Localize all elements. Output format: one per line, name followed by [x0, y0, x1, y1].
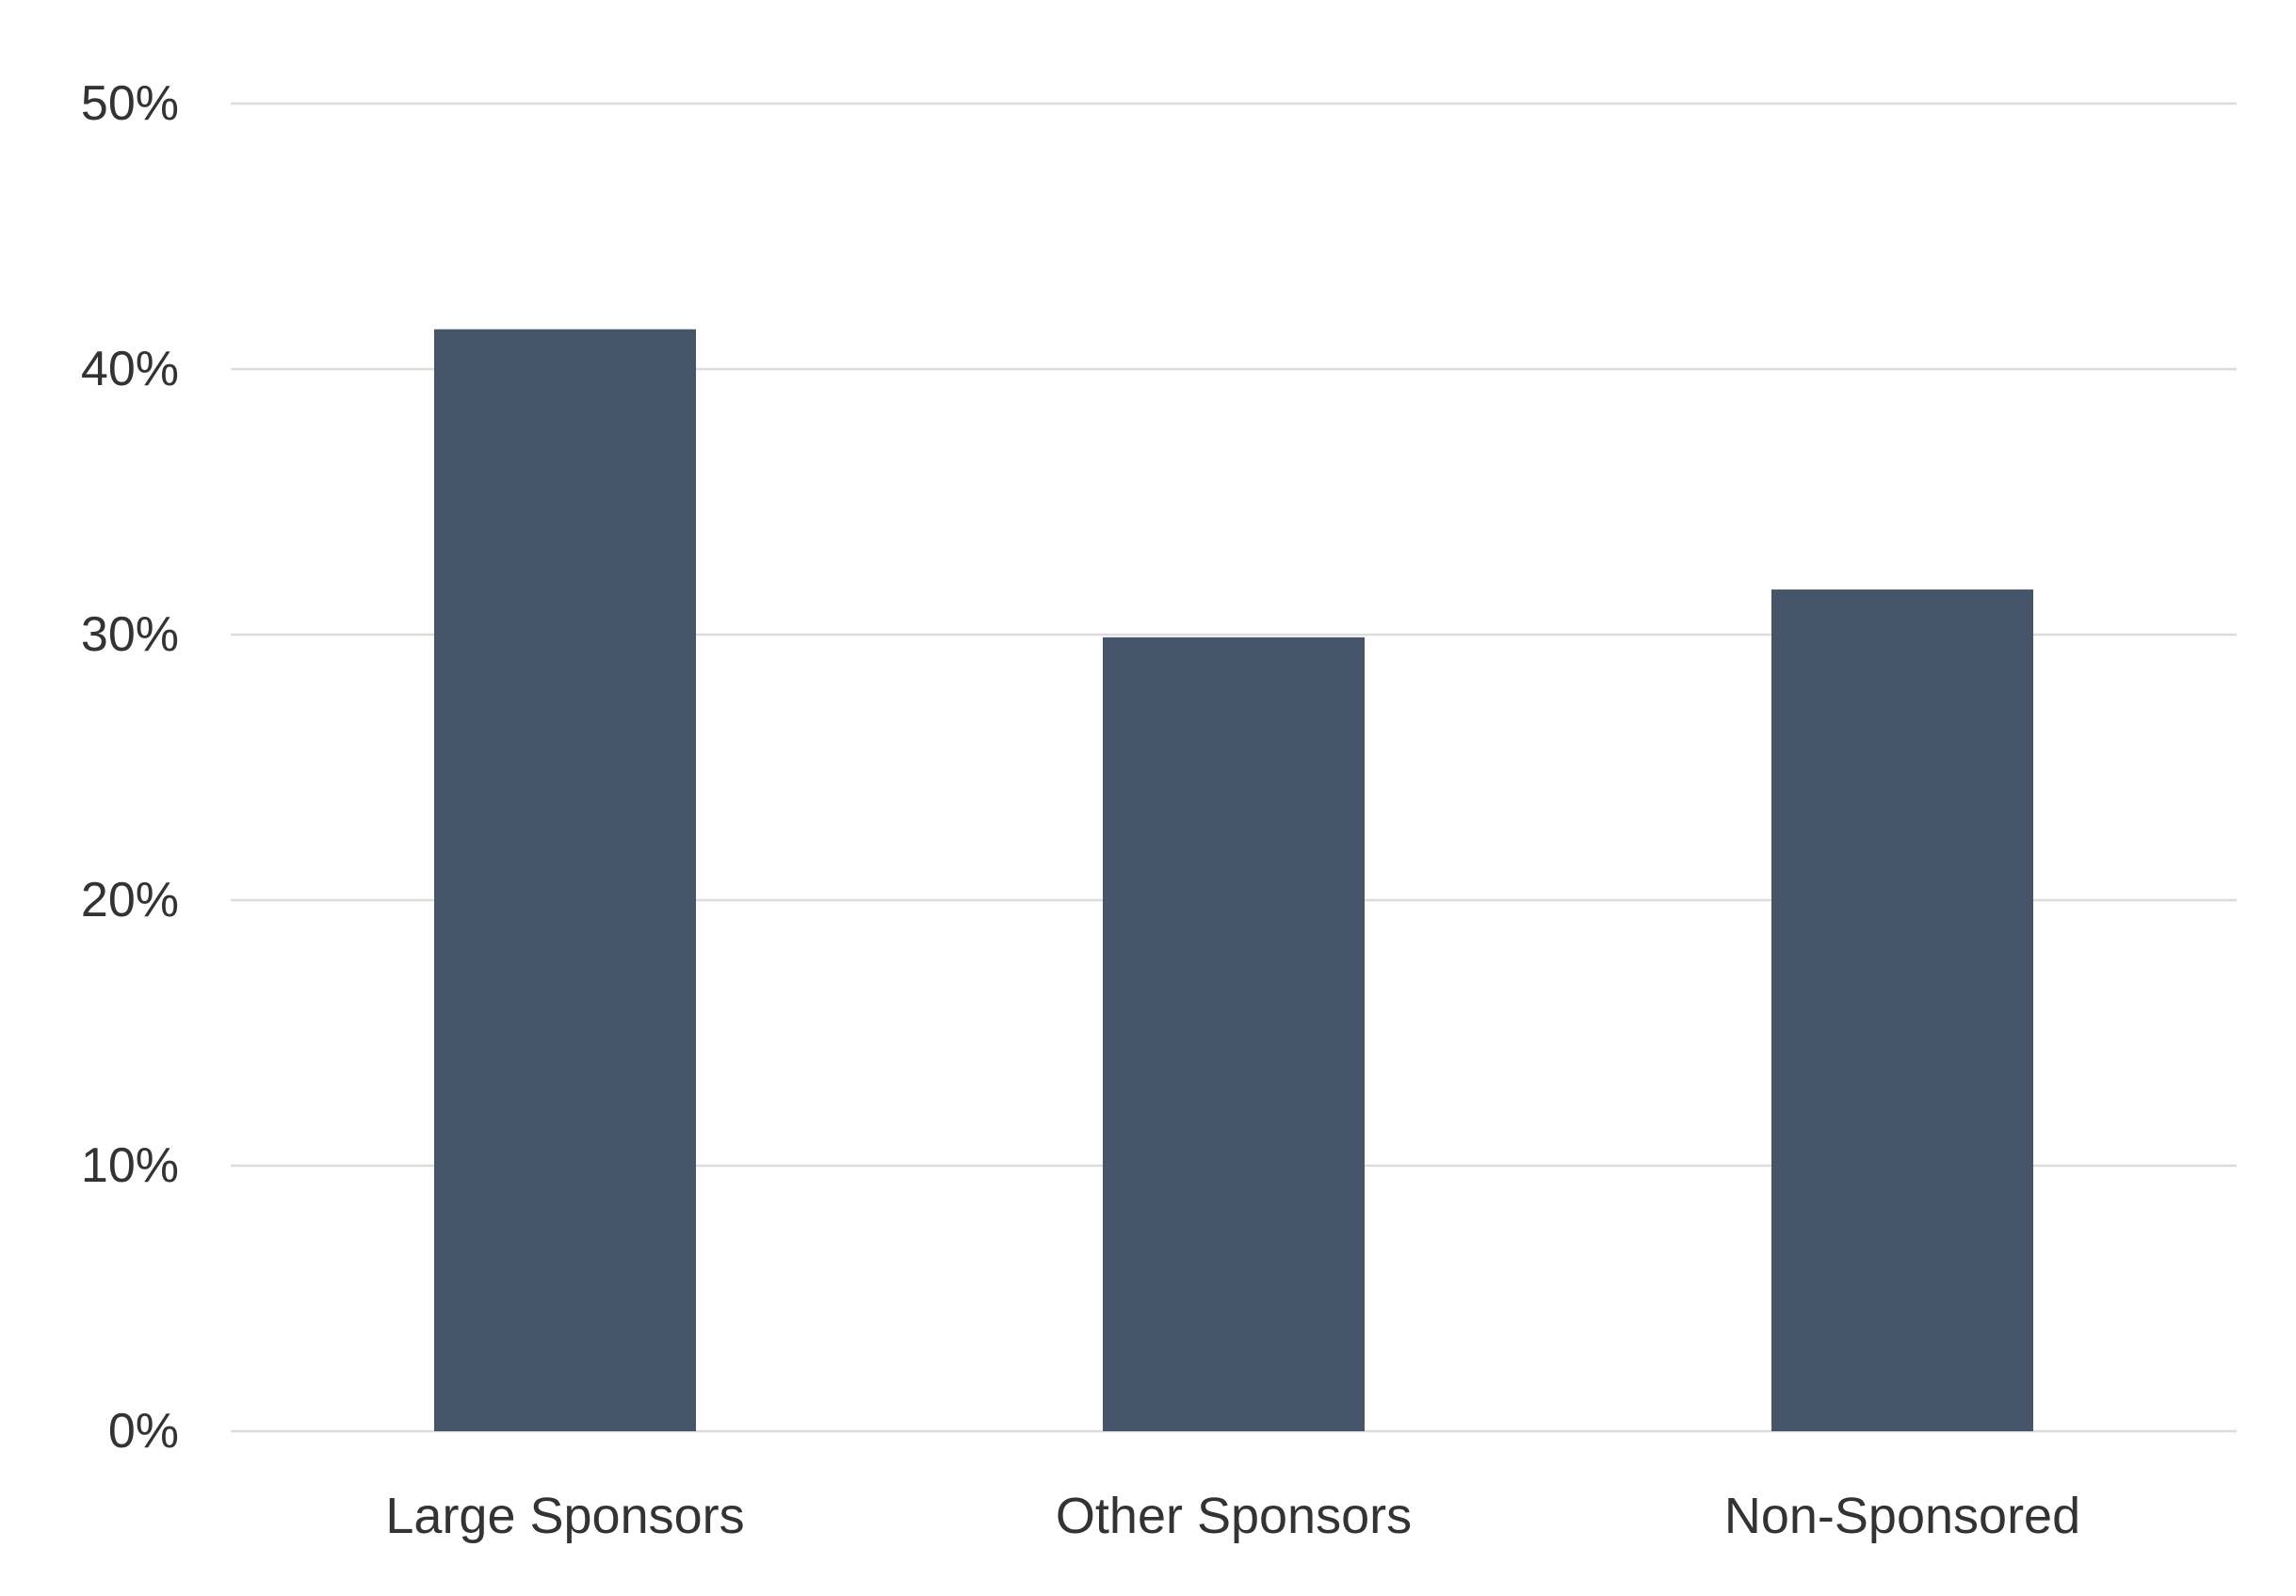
x-category-label: Non-Sponsored	[1724, 1488, 2080, 1544]
bar-non-sponsored	[1771, 589, 2033, 1431]
y-tick-label: 10%	[81, 1138, 179, 1193]
y-axis-tick-labels: 0% 10% 20% 30% 40% 50%	[81, 76, 179, 1459]
x-axis-category-labels: Large Sponsors Other Sponsors Non-Sponsore…	[385, 1488, 2080, 1544]
y-tick-label: 50%	[81, 76, 179, 131]
x-category-label: Other Sponsors	[1056, 1488, 1412, 1544]
x-category-label: Large Sponsors	[385, 1488, 744, 1544]
bar-large-sponsors	[434, 329, 696, 1432]
y-tick-label: 0%	[108, 1404, 179, 1459]
y-tick-label: 30%	[81, 607, 179, 662]
bar-other-sponsors	[1103, 637, 1365, 1431]
y-tick-label: 40%	[81, 342, 179, 396]
bars	[434, 329, 2033, 1432]
y-tick-label: 20%	[81, 873, 179, 927]
